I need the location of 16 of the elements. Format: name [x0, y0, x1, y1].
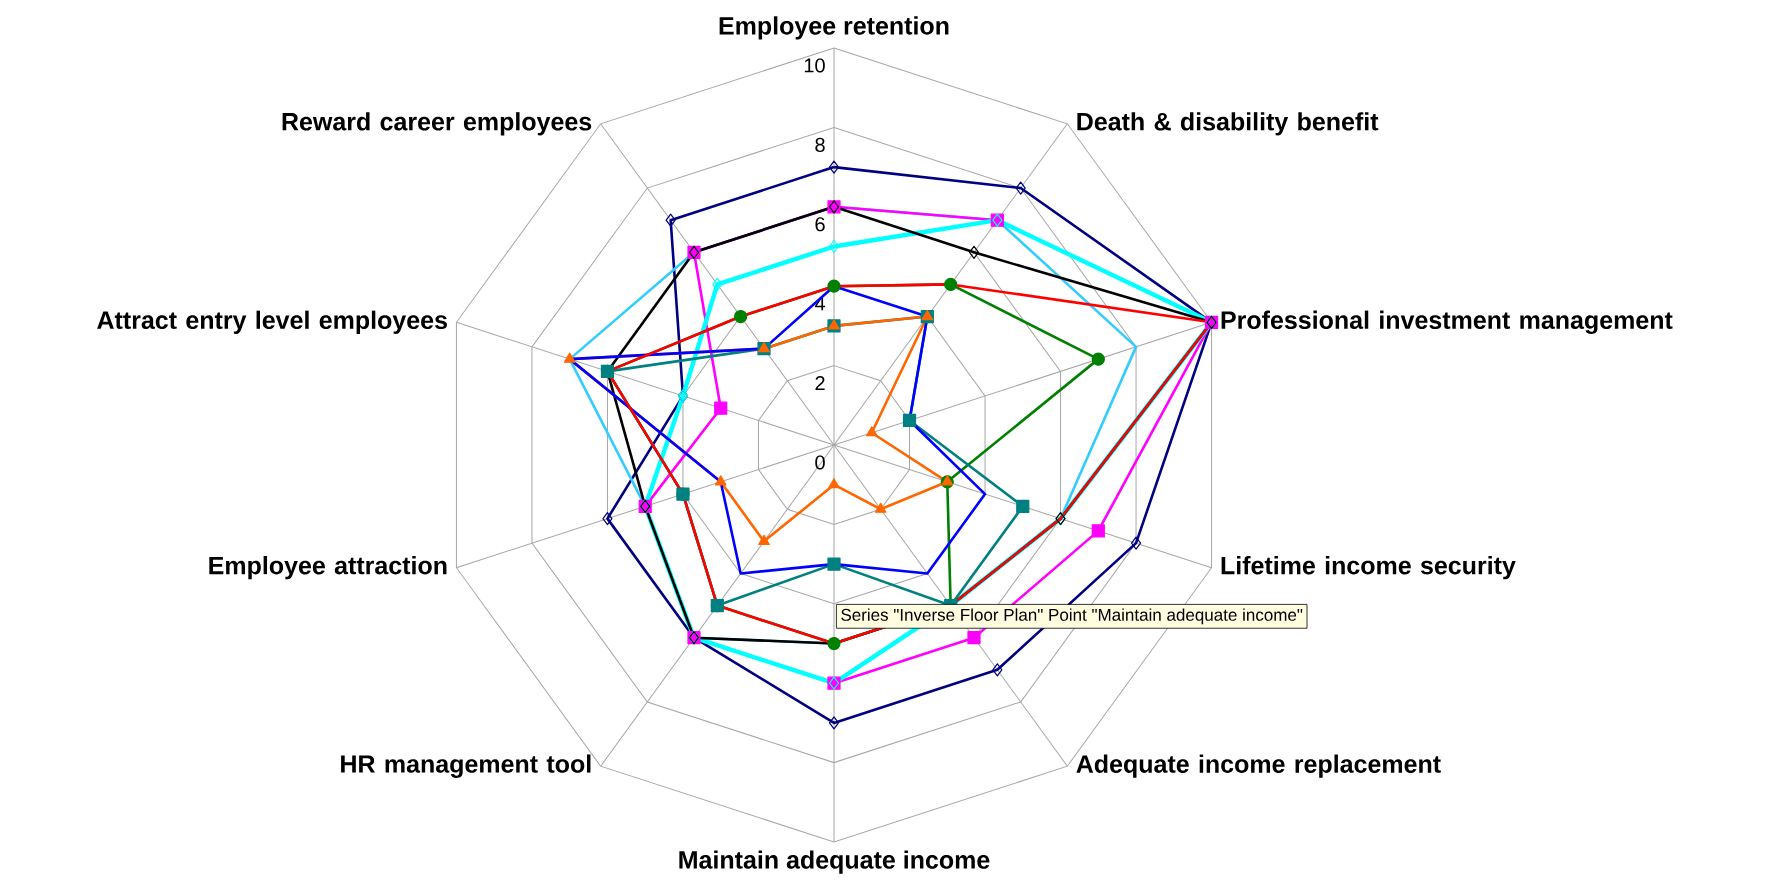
text: Series "Inverse Floor Plan" Point "Maintain adequate income"	[841, 608, 1303, 625]
y-tick-label: 2	[815, 376, 825, 390]
y-tick-label: 10	[804, 58, 825, 73]
spoke-label: HR management tool	[341, 754, 591, 778]
spoke-label: Adequate income replacement	[1076, 754, 1441, 778]
spoke-label: Employee retention	[719, 16, 949, 40]
spoke-label: Reward career employees	[282, 112, 592, 136]
spoke-label: Lifetime income security	[1221, 556, 1516, 580]
spoke-label: Professional investment management	[1221, 310, 1673, 335]
y-tick-label: 0	[815, 455, 825, 470]
spoke-label: Attract entry level employees	[97, 310, 447, 334]
spoke-label: Employee attraction	[209, 556, 447, 580]
y-tick-label: 6	[815, 217, 825, 232]
spoke-label: Death & disability benefit	[1077, 112, 1379, 136]
y-tick-label: 8	[815, 137, 825, 152]
spoke-label: Maintain adequate income	[679, 850, 990, 874]
